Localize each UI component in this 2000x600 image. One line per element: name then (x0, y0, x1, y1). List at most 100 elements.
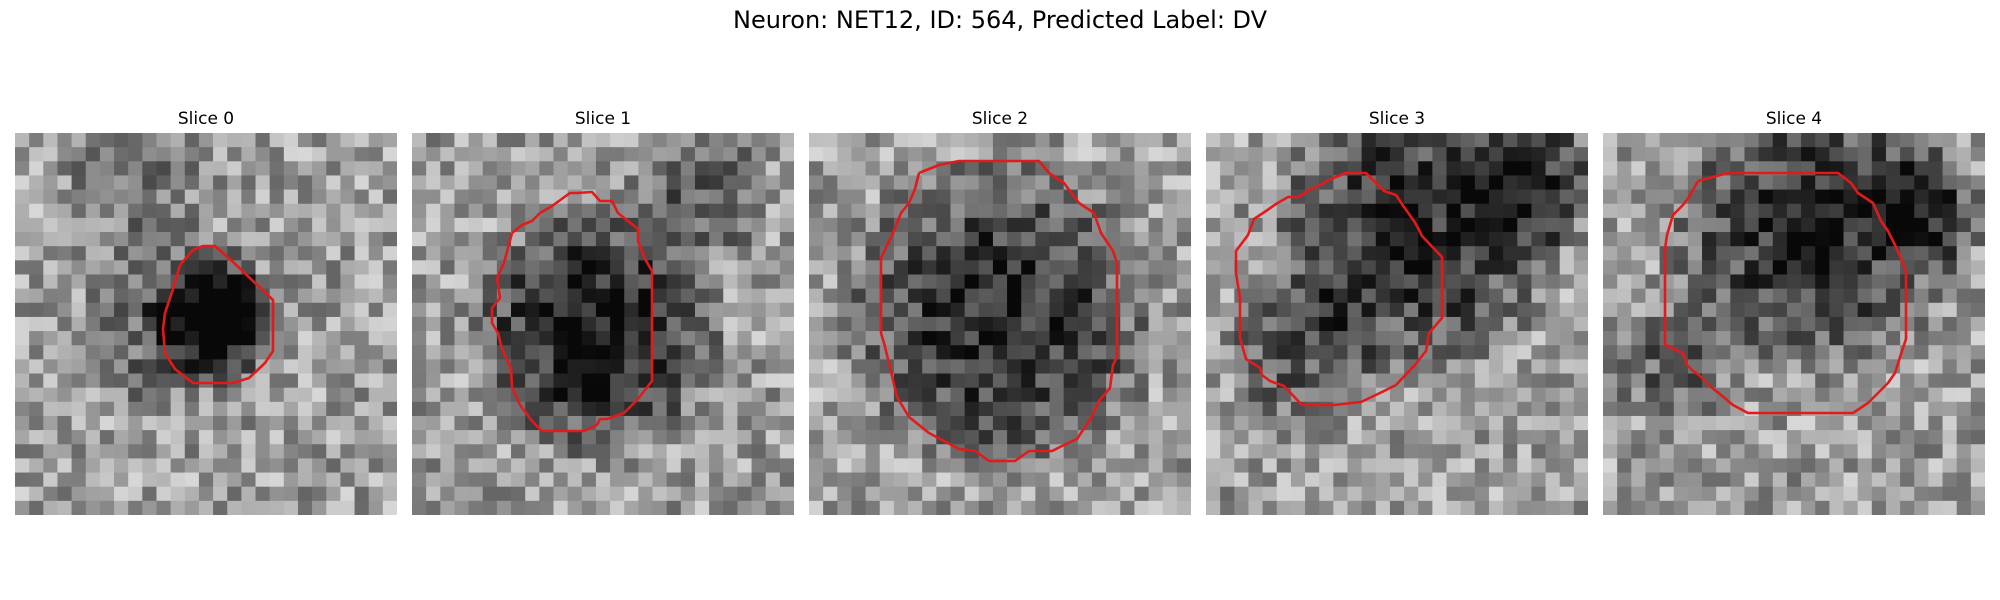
pixel (851, 359, 867, 375)
pixel (879, 302, 895, 318)
pixel (128, 246, 143, 261)
pixel (1885, 373, 1901, 389)
pixel (85, 217, 101, 233)
pixel (694, 373, 710, 389)
pixel (666, 161, 682, 177)
pixel (1843, 345, 1859, 360)
pixel (1545, 387, 1561, 403)
pixel (1857, 175, 1873, 191)
pixel (29, 133, 44, 148)
pixel (354, 345, 370, 360)
pixel (1758, 246, 1774, 261)
pixel (1276, 331, 1292, 346)
pixel (1276, 359, 1292, 375)
pixel (1220, 189, 1235, 205)
pixel (950, 203, 966, 219)
pixel (1942, 274, 1958, 290)
pixel (1488, 486, 1504, 502)
pixel (1758, 500, 1774, 515)
pixel (680, 387, 696, 403)
pixel (1829, 359, 1845, 375)
pixel (893, 415, 909, 431)
pixel (1702, 147, 1717, 162)
pixel (893, 458, 909, 474)
pixel (227, 486, 242, 502)
pixel (908, 288, 923, 304)
pixel (1617, 217, 1632, 233)
pixel (1801, 500, 1816, 515)
pixel (440, 415, 456, 431)
pixel (908, 458, 923, 474)
pixel (950, 345, 966, 360)
pixel (1063, 401, 1079, 417)
pixel (57, 316, 73, 332)
pixel (837, 217, 853, 233)
pixel (936, 232, 952, 247)
pixel (694, 430, 710, 445)
pixel (1007, 373, 1022, 389)
pixel (1503, 217, 1518, 233)
pixel (1914, 260, 1930, 276)
pixel (1134, 500, 1150, 515)
slice-title: Slice 4 (1765, 109, 1823, 129)
pixel (468, 217, 484, 233)
pixel (1914, 288, 1930, 304)
pixel (1432, 147, 1448, 162)
pixel (1744, 387, 1760, 403)
pixel (1885, 486, 1901, 502)
pixel (964, 500, 980, 515)
pixel (156, 387, 172, 403)
pixel (1843, 430, 1859, 445)
pixel (340, 147, 356, 162)
pixel (57, 401, 73, 417)
pixel (297, 387, 313, 403)
pixel (99, 274, 115, 290)
pixel (1885, 260, 1901, 276)
pixel (1035, 486, 1051, 502)
pixel (809, 232, 824, 247)
pixel (1063, 373, 1079, 389)
pixel (1134, 444, 1150, 460)
pixel (1687, 415, 1703, 431)
pixel (326, 203, 342, 219)
pixel (1305, 415, 1320, 431)
pixel (99, 345, 115, 360)
pixel (255, 147, 271, 162)
pixel (1347, 373, 1363, 389)
pixel (1928, 500, 1944, 515)
pixel (241, 444, 257, 460)
pixel (1347, 401, 1363, 417)
pixel (1347, 500, 1363, 515)
pixel (1446, 331, 1462, 346)
pixel (567, 133, 583, 148)
pixel (412, 415, 427, 431)
pixel (1234, 232, 1250, 247)
pixel (992, 260, 1008, 276)
pixel (1460, 246, 1476, 261)
pixel (581, 203, 597, 219)
pixel (1404, 500, 1419, 515)
pixel (1262, 217, 1278, 233)
pixel (1176, 373, 1191, 389)
pixel (426, 500, 441, 515)
pixel (1063, 458, 1079, 474)
pixel (1617, 500, 1632, 515)
pixel (978, 430, 994, 445)
pixel (440, 274, 456, 290)
pixel (1956, 359, 1972, 375)
pixel (170, 373, 186, 389)
pixel (368, 232, 384, 247)
pixel (908, 430, 923, 445)
pixel (85, 486, 101, 502)
pixel (1928, 387, 1944, 403)
pixel (1673, 203, 1689, 219)
pixel (511, 359, 526, 375)
pixel (1120, 387, 1136, 403)
pixel (992, 430, 1008, 445)
pixel (1488, 415, 1504, 431)
pixel (1361, 359, 1377, 375)
pixel (1716, 302, 1731, 318)
pixel (652, 458, 668, 474)
pixel (964, 147, 980, 162)
pixel (43, 316, 59, 332)
